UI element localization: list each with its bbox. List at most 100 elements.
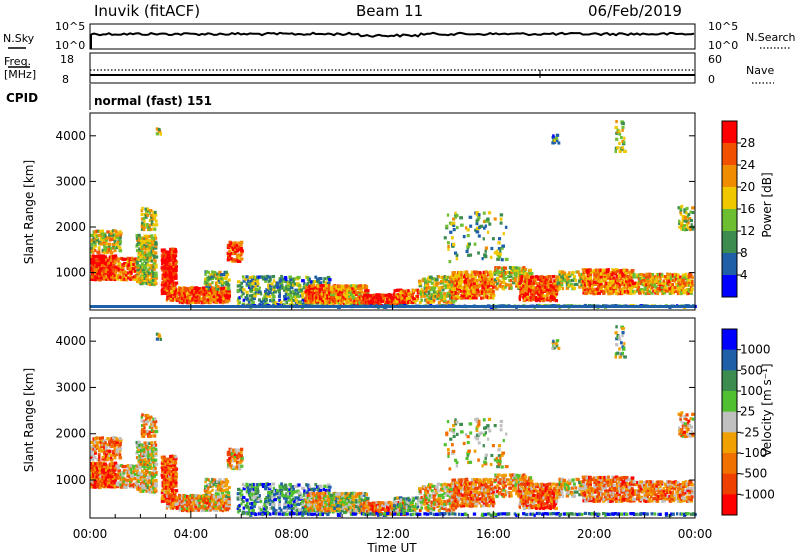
power-cell [225,280,229,284]
velocity-cell [247,508,251,512]
power-cell [287,296,290,300]
velocity-cell [283,487,287,491]
power-cell [324,292,327,296]
power-cell [427,300,430,305]
velocity-cell [129,483,132,488]
power-cell [657,281,661,285]
power-cell [147,249,150,253]
power-cell [486,230,490,234]
power-cell [364,298,368,302]
velocity-cell [227,504,231,508]
power-cell [142,227,146,232]
velocity-cell [259,482,263,486]
power-cell [586,283,590,287]
power-cell [689,273,693,277]
velocity-cell [234,456,238,460]
power-cell [167,287,171,291]
power-cell [205,293,209,297]
velocity-cell [137,459,142,464]
power-cell [483,253,487,257]
power-cell [318,288,322,292]
power-cell [424,281,428,285]
power-cell [173,286,176,290]
power-cell [471,294,474,298]
power-cell [676,278,680,282]
power-cell [214,298,218,303]
power-cell [111,271,116,275]
power-cell [214,300,219,304]
power-cell [393,289,396,293]
power-cell [451,271,454,275]
power-cell [174,262,178,266]
power-cell [154,244,158,248]
velocity-cell [196,498,200,502]
power-cell [637,281,641,286]
power-cell [547,279,550,283]
power-cell [617,269,622,273]
velocity-cell [263,502,267,506]
power-cell [306,301,310,305]
velocity-cell [93,470,97,474]
power-cell [358,303,362,307]
power-cell [625,281,629,285]
power-cell [143,241,146,245]
power-cell [344,284,348,288]
power-cell [612,283,616,287]
power-cell [679,212,683,216]
power-cell [535,275,539,279]
power-cell [683,215,687,219]
velocity-cell [95,436,99,440]
power-cell [435,283,439,287]
velocity-cell [191,496,195,500]
power-cell [97,246,101,250]
power-cell [666,283,670,287]
power-cell [190,292,194,296]
power-cell [444,279,449,284]
velocity-cell [139,462,142,466]
power-cell [497,247,502,251]
power-cell [478,277,481,281]
velocity-cell [113,456,117,460]
power-cell [148,218,152,223]
power-cell [135,259,140,263]
power-cell [647,283,650,287]
power-cell [323,277,327,281]
velocity-cell [130,468,133,472]
power-cell [522,299,527,303]
colorbar-segment [722,187,737,210]
power-cell [378,296,382,300]
velocity-cell [182,506,186,510]
velocity-cell [194,498,198,502]
power-cell [589,277,592,281]
power-cell [154,274,158,278]
power-cell [127,276,130,280]
power-cell [504,271,508,275]
power-cell [174,259,177,263]
power-cell [687,221,690,225]
power-cell [268,279,272,283]
power-cell [174,273,178,277]
power-cell [100,276,104,280]
velocity-cell [136,449,140,453]
power-cell [110,261,113,265]
power-cell [686,214,690,218]
velocity-cell [144,472,148,476]
power-cell [134,277,138,281]
velocity-cell [174,470,178,474]
power-cell [549,286,553,290]
power-cell [251,282,255,286]
power-cell [418,289,421,294]
power-cell [517,268,521,272]
velocity-cell [95,471,99,475]
power-cell [261,277,266,281]
power-cell [109,277,113,281]
cpid-label: CPID [6,91,38,105]
power-cell [233,251,237,256]
velocity-cell [146,460,149,464]
power-cell [113,240,117,244]
power-cell [403,301,406,305]
power-cell [302,286,306,290]
velocity-cell [209,506,212,510]
power-cell [513,279,517,283]
power-cell [429,279,432,283]
